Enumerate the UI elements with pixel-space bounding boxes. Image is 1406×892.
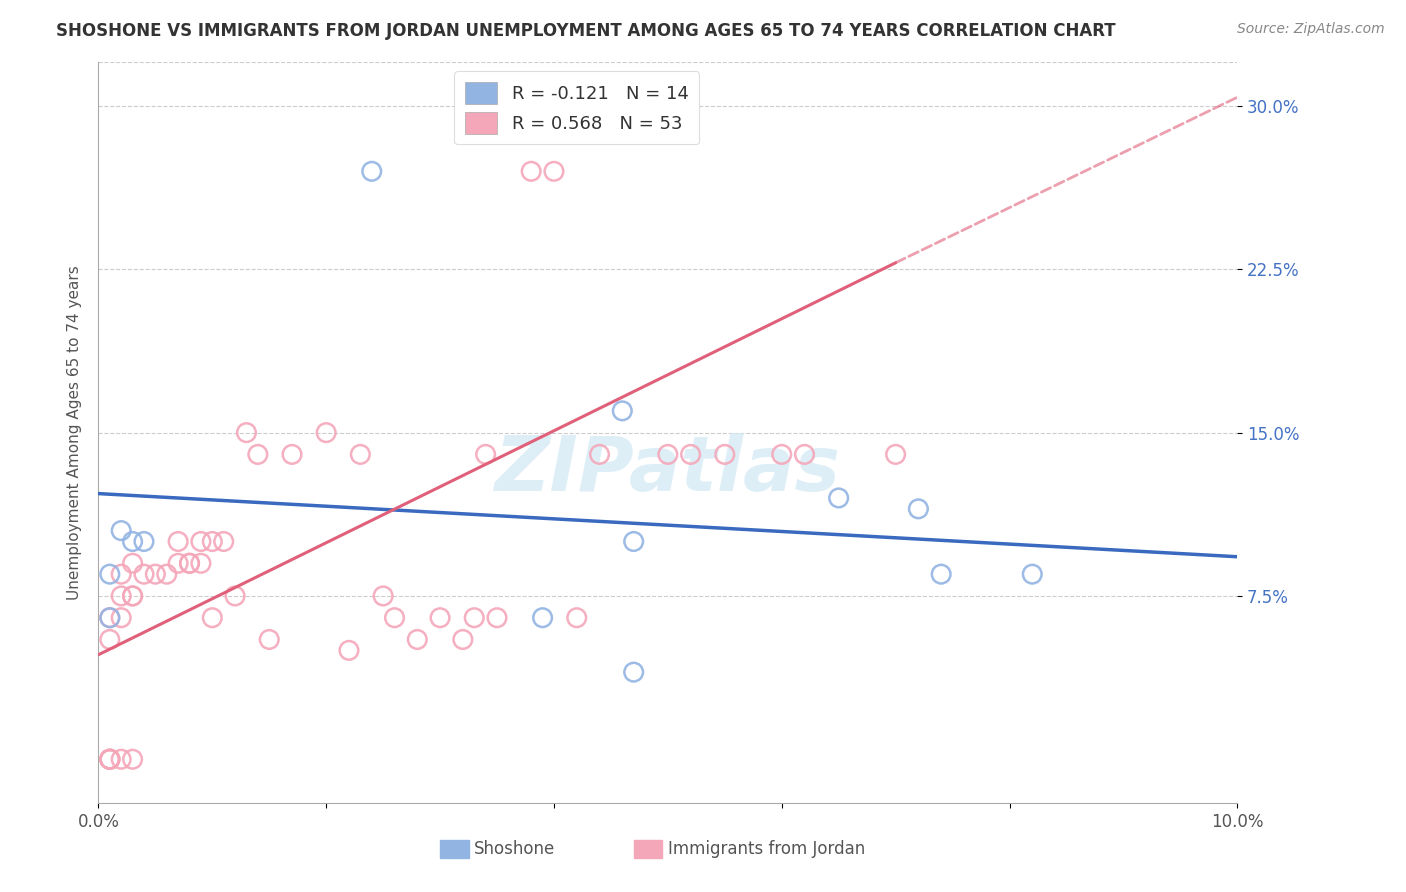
Point <box>145 567 167 582</box>
Point <box>360 164 382 178</box>
Point <box>98 752 121 766</box>
Point <box>623 534 645 549</box>
Point <box>828 491 851 505</box>
Point <box>110 589 132 603</box>
Point <box>121 534 143 549</box>
Legend: R = -0.121   N = 14, R = 0.568   N = 53: R = -0.121 N = 14, R = 0.568 N = 53 <box>454 71 699 145</box>
Point <box>406 632 429 647</box>
Point <box>98 752 121 766</box>
Point <box>98 632 121 647</box>
Point <box>110 524 132 538</box>
Point <box>463 611 485 625</box>
Point <box>98 611 121 625</box>
Point <box>201 534 224 549</box>
Point <box>373 589 395 603</box>
Point <box>132 534 155 549</box>
Point <box>212 534 235 549</box>
Point <box>246 447 269 461</box>
Point <box>235 425 257 440</box>
Point <box>224 589 246 603</box>
Bar <box>634 840 662 858</box>
Text: Immigrants from Jordan: Immigrants from Jordan <box>668 840 865 858</box>
Point <box>190 556 212 570</box>
Point <box>543 164 565 178</box>
Text: Shoshone: Shoshone <box>474 840 555 858</box>
Point <box>98 752 121 766</box>
Point <box>714 447 737 461</box>
Point <box>657 447 679 461</box>
Point <box>770 447 793 461</box>
Point <box>179 556 201 570</box>
Text: ZIPatlas: ZIPatlas <box>495 433 841 507</box>
Text: SHOSHONE VS IMMIGRANTS FROM JORDAN UNEMPLOYMENT AMONG AGES 65 TO 74 YEARS CORREL: SHOSHONE VS IMMIGRANTS FROM JORDAN UNEMP… <box>56 22 1116 40</box>
Point <box>451 632 474 647</box>
Point <box>167 556 190 570</box>
Point <box>121 589 143 603</box>
Point <box>281 447 304 461</box>
Point <box>588 447 610 461</box>
Text: Source: ZipAtlas.com: Source: ZipAtlas.com <box>1237 22 1385 37</box>
Point <box>110 567 132 582</box>
Point <box>349 447 371 461</box>
Point <box>679 447 702 461</box>
Point <box>1021 567 1043 582</box>
Point <box>907 501 929 516</box>
Point <box>929 567 952 582</box>
Point <box>190 534 212 549</box>
Point <box>98 752 121 766</box>
Point <box>429 611 451 625</box>
Point <box>98 611 121 625</box>
Point <box>623 665 645 680</box>
Bar <box>440 840 468 858</box>
Point <box>110 611 132 625</box>
Point <box>179 556 201 570</box>
Point <box>98 752 121 766</box>
Point <box>121 556 143 570</box>
Y-axis label: Unemployment Among Ages 65 to 74 years: Unemployment Among Ages 65 to 74 years <box>66 265 82 600</box>
Point <box>884 447 907 461</box>
Point <box>565 611 588 625</box>
Point <box>474 447 496 461</box>
Point <box>110 752 132 766</box>
Point <box>167 534 190 549</box>
Point <box>531 611 554 625</box>
Point <box>384 611 406 625</box>
Point <box>486 611 509 625</box>
Point <box>121 589 143 603</box>
Point <box>259 632 281 647</box>
Point <box>337 643 360 657</box>
Point <box>201 611 224 625</box>
Point <box>793 447 815 461</box>
Point <box>520 164 543 178</box>
Point <box>612 404 634 418</box>
Point <box>156 567 179 582</box>
Point <box>121 752 143 766</box>
Point <box>315 425 337 440</box>
Point <box>132 567 155 582</box>
Point <box>98 567 121 582</box>
